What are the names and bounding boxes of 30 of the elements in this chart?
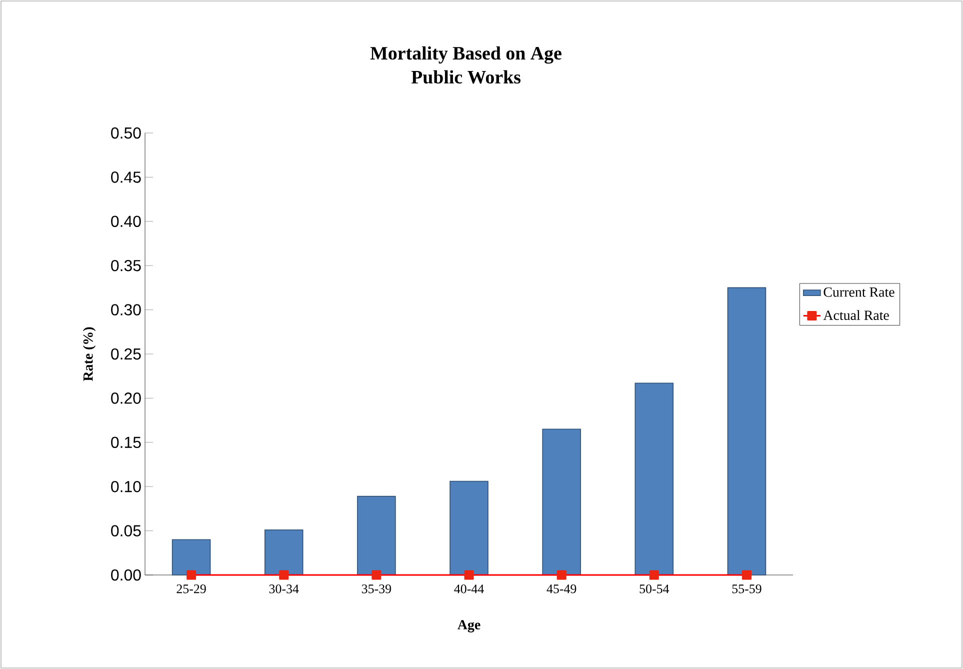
y-tick-label: 0.30	[111, 304, 141, 316]
y-tick-label: 0.45	[111, 172, 141, 183]
x-tick-label: 40-44	[454, 584, 484, 594]
bar	[727, 287, 766, 576]
y-tick-label: 0.35	[111, 260, 141, 272]
y-tick-label: 0.50	[111, 127, 141, 139]
bar	[542, 428, 581, 576]
y-tick-label: 0.20	[111, 392, 141, 404]
y-tick-label: 0.40	[111, 216, 141, 228]
bar	[450, 480, 488, 576]
y-tick-label: 0.15	[111, 436, 141, 448]
y-tick-label: 0.05	[111, 525, 141, 536]
legend-label: Actual Rate	[823, 310, 889, 320]
x-tick-label: 25-29	[176, 584, 206, 594]
bar	[172, 539, 211, 576]
x-axis-title: Age	[458, 620, 480, 632]
y-axis-title: Rate (%)	[82, 327, 96, 382]
x-tick-label: 50-54	[640, 584, 670, 594]
bar	[264, 530, 304, 576]
x-tick-label: 45-49	[546, 584, 576, 594]
bar	[634, 382, 674, 576]
bar	[357, 496, 396, 576]
y-tick-label: 0.10	[111, 480, 141, 492]
x-tick-label: 35-39	[362, 584, 392, 594]
legend-label: Current Rate	[824, 287, 894, 297]
x-tick-label: 30-34	[269, 584, 299, 594]
chart-title: Mortality Based on Age Public Works	[370, 46, 562, 84]
y-tick-label: 0.25	[111, 348, 141, 360]
x-tick-label: 55-59	[732, 584, 762, 594]
y-tick-label: 0.00	[111, 569, 141, 581]
